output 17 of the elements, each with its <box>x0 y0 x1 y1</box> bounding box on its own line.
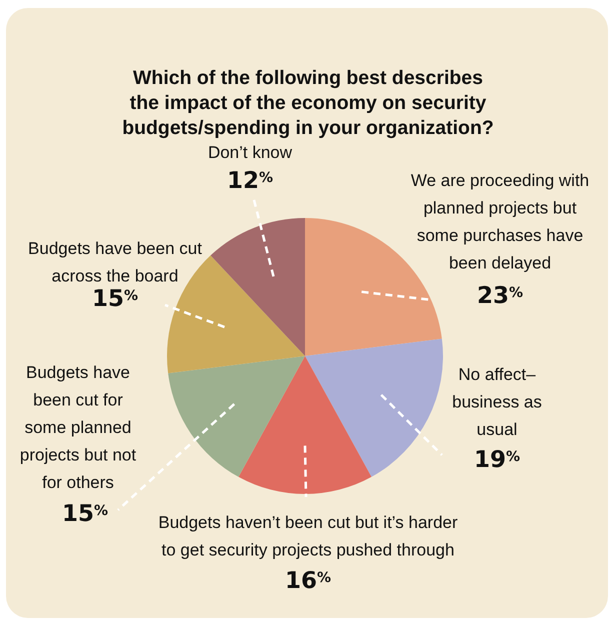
slice-label: Don’t know <box>208 143 293 162</box>
data-label: 16$^{%}$ <box>284 568 332 594</box>
pie-slice <box>168 356 305 477</box>
pie-slice <box>238 356 372 494</box>
slice-label: We are proceeding with planned projects but some purchases have been delayed <box>410 171 590 272</box>
slice-label: Budgets have been cut for some planned projects but not for others <box>20 363 136 492</box>
chart-title: Which of the following best describes the impact of the economy on security budgets/spending in your organization? <box>122 67 494 139</box>
slice-label: No affect–business as usual <box>452 365 542 439</box>
data-label: 19$^{%}$ <box>474 447 520 473</box>
data-label: 15$^{%}$ <box>92 286 138 312</box>
pie-slice <box>305 338 443 477</box>
slice-label: Budgets have been cut across the board <box>28 239 202 286</box>
data-label: 15$^{%}$ <box>62 501 108 527</box>
pie-slice <box>210 218 305 356</box>
data-label: 12$^{%}$ <box>226 168 274 194</box>
data-label: 23$^{%}$ <box>476 283 524 309</box>
slice-label: Budgets haven’t been cut but it’s harder to get security projects pushed through <box>158 513 458 560</box>
